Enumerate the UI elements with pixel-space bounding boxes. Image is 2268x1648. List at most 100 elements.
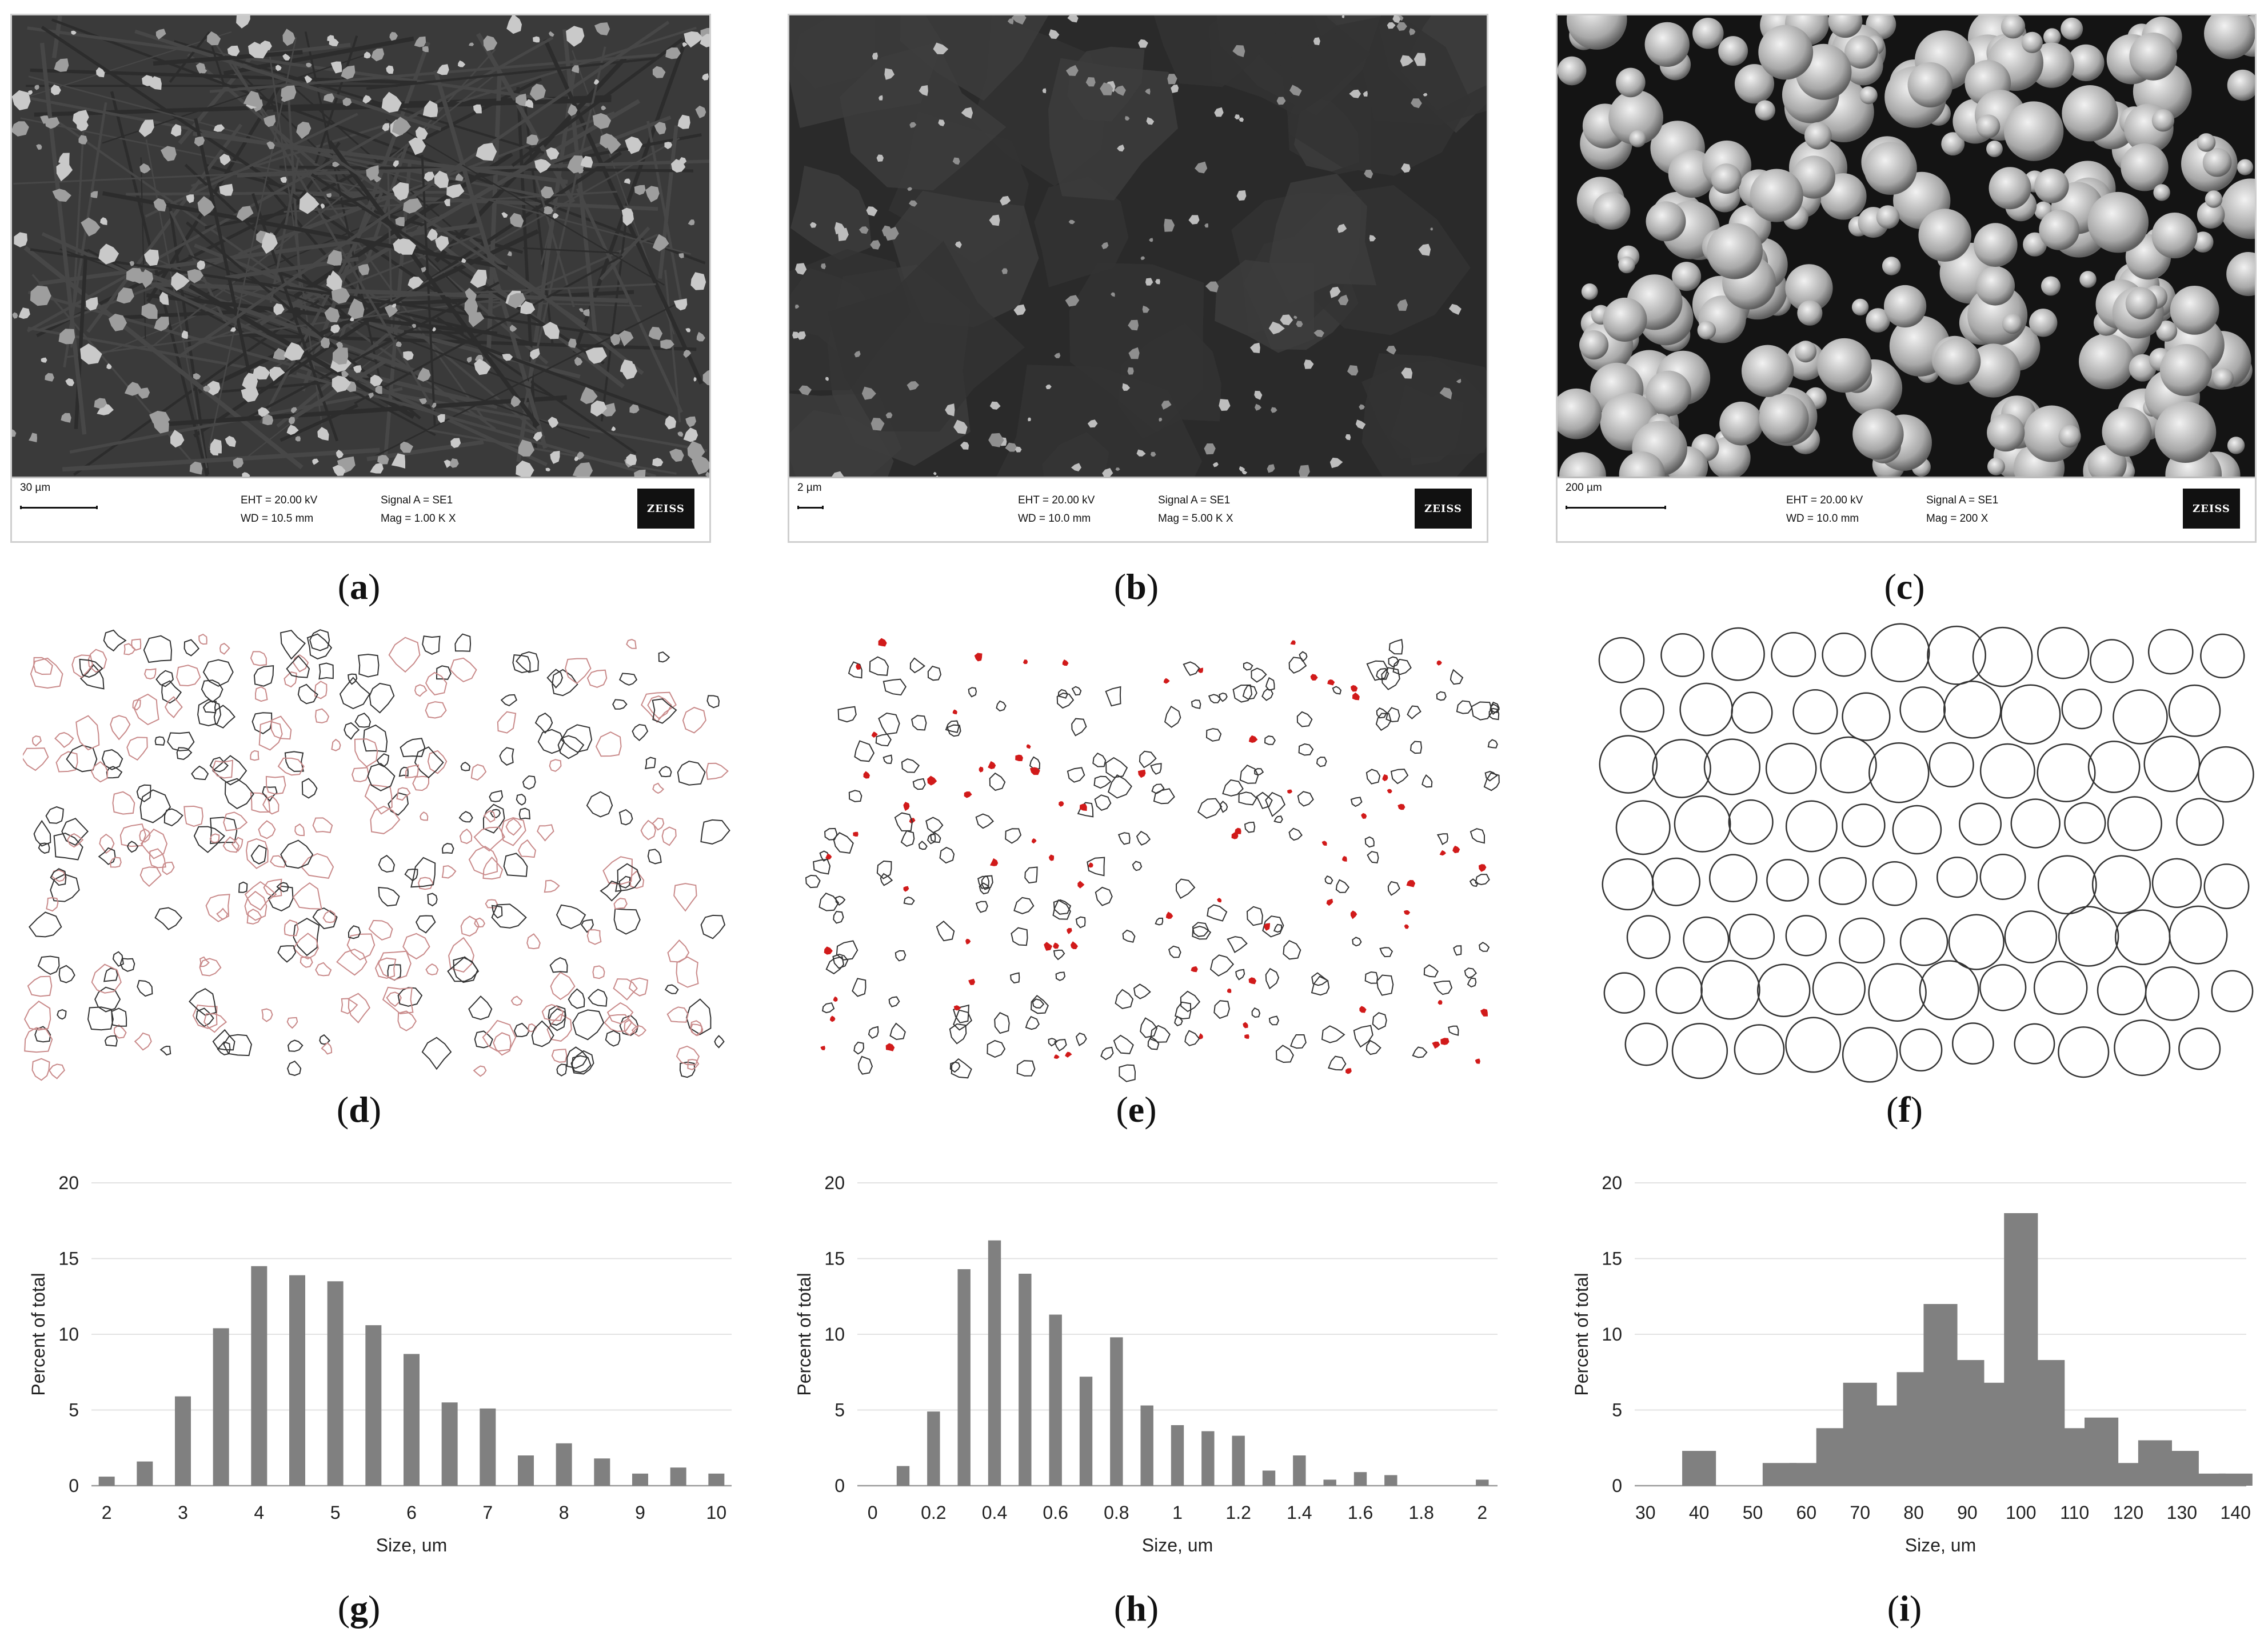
sem-info-bar: 2 µm EHT = 20.00 kV WD = 10.0 mm Signal … [789,477,1487,541]
particle-outline [1298,743,1314,756]
particle-outline [155,670,174,687]
surface-patch [1117,323,1221,439]
x-tick-label: 3 [178,1502,188,1523]
sphere-outline [2107,796,2162,851]
sphere-outline [2090,639,2134,683]
particle-outline [903,802,910,811]
particle-outline [348,925,361,939]
particle-outline [453,957,478,983]
powder-sphere [2087,191,2149,253]
x-tick-label: 10 [706,1502,727,1523]
particle-outline [1453,945,1462,956]
particle-outline [1094,794,1112,811]
particle-outline [602,856,633,885]
particle [389,31,398,41]
histogram-bar [251,1266,267,1486]
particle-outline [989,858,999,866]
particle [154,317,169,331]
particle-outline [501,817,526,846]
histogram-bar [480,1408,496,1486]
eht-text: EHT = 20.00 kV [241,494,318,506]
particle-outline [322,910,336,923]
particle-outline [687,1059,700,1070]
surface-streak [259,99,641,326]
surface-streak [331,144,409,362]
particle [415,126,428,141]
sphere-outline [2091,855,2151,914]
caption-a: (a) [337,566,381,607]
sphere-outline [2114,1019,2171,1077]
particle [1296,321,1303,327]
x-axis-title: Size, um [1905,1535,1976,1555]
particle [371,48,385,62]
particle-outline [1244,821,1256,833]
particle [252,366,270,380]
particle-outline [1197,667,1203,673]
x-tick-label: 130 [2167,1502,2197,1523]
particle [1397,299,1408,311]
particle-outline [473,1065,487,1077]
particle-outline [1471,701,1493,721]
particle-outline [382,986,414,1014]
particle-outline [400,738,426,758]
particle-outline [1122,929,1136,943]
x-tick-label: 8 [559,1502,569,1523]
powder-sphere [1975,266,2015,306]
particle-outline [1016,1060,1036,1077]
particle [1150,451,1156,457]
particle-outline [139,828,151,843]
particle [289,417,296,425]
x-tick-label: 4 [254,1502,264,1523]
powder-sphere [2023,405,2081,462]
particle-outline [1048,1038,1058,1047]
sphere-outline [1819,857,1867,905]
histogram-bar [1049,1314,1062,1486]
particle-outline [231,837,243,852]
particle [669,449,684,462]
x-tick-label: 100 [2006,1502,2036,1523]
particle-outline [885,1043,895,1051]
particle [419,398,427,405]
surface-patch [1153,15,1281,87]
particle-outline [595,731,622,757]
surface-streak [62,447,380,472]
particle-outline [378,886,400,907]
particle-outline [951,1058,972,1079]
particle-outline [415,915,436,934]
particle [207,381,221,395]
particle-outline [374,957,397,979]
particle-outline [202,659,234,687]
particle [654,122,666,135]
particle-outline [189,988,217,1016]
particle-outline [1192,922,1209,937]
particle-outline [159,1045,171,1056]
histogram-bar [1293,1455,1306,1486]
particle [331,286,350,304]
particle-outline [277,945,297,963]
powder-sphere [1785,264,1833,312]
caption-c: (c) [1884,566,1925,607]
particle [510,213,524,228]
sphere-outline [1766,859,1809,902]
particle [400,441,413,453]
sem-info-bar: 30 µm EHT = 20.00 kV WD = 10.5 mm Signal… [12,477,709,541]
particle-outline [1438,1000,1443,1005]
particle-outline [647,695,672,719]
particle-outline [293,918,320,957]
particle-outline [503,853,528,877]
particle-outline [161,680,182,704]
particle-outline [1065,1051,1072,1058]
y-tick-label: 5 [69,1400,79,1421]
particle [673,298,688,311]
particle-outline [677,761,706,786]
histogram-bar [1079,1377,1093,1486]
particle [332,465,346,476]
particle-outline [312,817,333,834]
particle [466,357,472,363]
sphere-outline [2010,798,2061,849]
surface-streak [193,131,568,184]
particle [73,110,89,126]
particle-outline [1088,862,1093,868]
particle-outline-map-e [805,638,1500,1082]
histogram-bar [988,1240,1001,1486]
